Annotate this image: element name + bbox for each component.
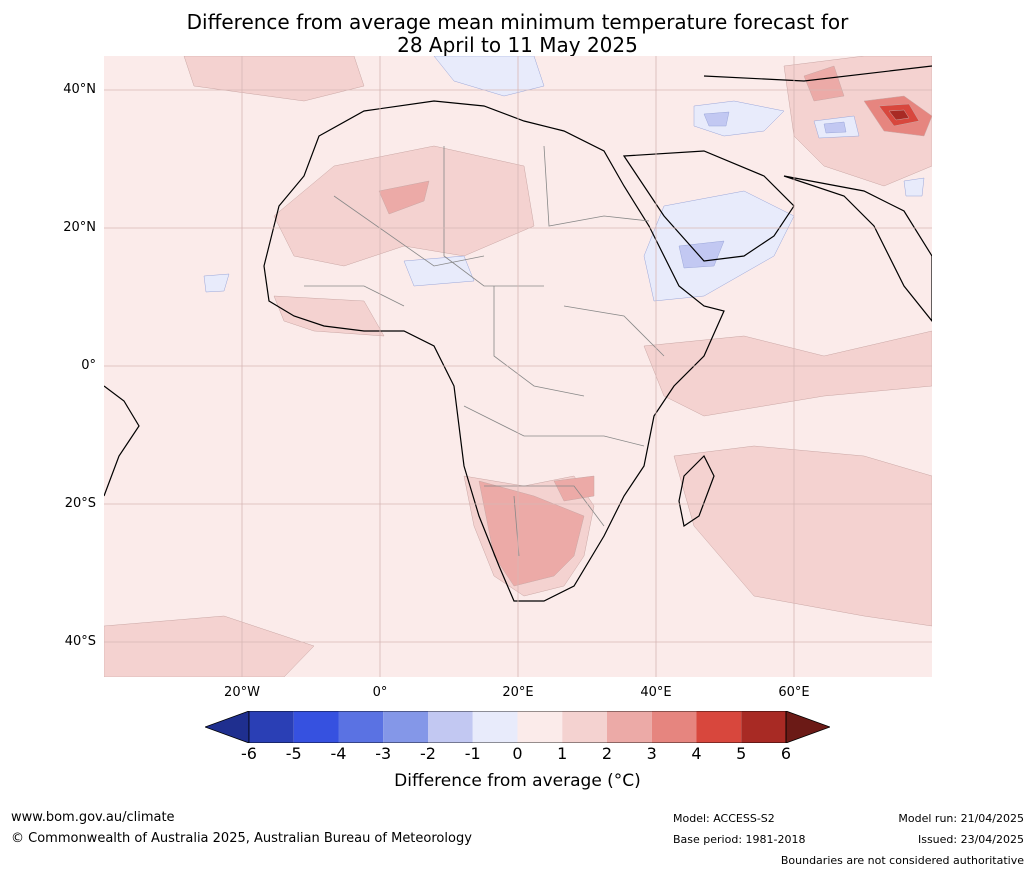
colorbar-tick-label: -1 <box>464 744 481 763</box>
lon-label-40e: 40°E <box>640 685 672 700</box>
colorbar-tick-label: -2 <box>420 744 436 763</box>
footer-boundaries: Boundaries are not considered authoritat… <box>780 854 1024 867</box>
lat-label-40n: 40°N <box>63 82 96 97</box>
colorbar-frame <box>248 711 787 743</box>
footer-base-period: Base period: 1981-2018 <box>673 833 806 846</box>
colorbar-arrow-high <box>785 711 830 743</box>
colorbar-tick-label: 6 <box>780 744 792 763</box>
colorbar-segment <box>338 711 384 743</box>
coastlines <box>104 65 932 602</box>
footer-model: Model: ACCESS-S2 <box>673 812 775 825</box>
lat-label-20s: 20°S <box>64 496 96 511</box>
colorbar-label: Difference from average (°C) <box>394 771 641 791</box>
colorbar-arrow-low <box>205 711 250 743</box>
map-title-line1: Difference from average mean minimum tem… <box>186 10 849 34</box>
colorbar-tick-label: 0 <box>512 744 523 763</box>
colorbar-tick-label: -6 <box>241 744 257 763</box>
lon-label-20w: 20°W <box>224 685 260 700</box>
colorbar-tick-label: 4 <box>691 744 702 763</box>
lon-label-0: 0° <box>372 685 388 700</box>
colorbar-tick-label: 2 <box>601 744 613 763</box>
lat-label-40s: 40°S <box>64 634 96 649</box>
footer-issued: Issued: 23/04/2025 <box>917 833 1024 846</box>
colorbar-segment <box>741 711 786 743</box>
colorbar-segment <box>607 711 652 743</box>
colorbar-segment <box>517 711 563 743</box>
anomaly-regions <box>104 56 932 677</box>
below-average-regions <box>203 56 925 302</box>
lon-label-20e: 20°E <box>502 685 534 700</box>
footer-model-run: Model run: 21/04/2025 <box>898 812 1024 825</box>
colorbar-segment <box>293 711 339 743</box>
lon-label-60e: 60°E <box>778 685 810 700</box>
footer-copyright: © Commonwealth of Australia 2025, Austra… <box>11 831 472 846</box>
colorbar-tick-label: 1 <box>557 744 568 763</box>
colorbar-tick-label: -4 <box>330 744 347 763</box>
colorbar-segment <box>696 711 742 743</box>
lat-label-20n: 20°N <box>63 220 96 235</box>
colorbar-tick-label: -3 <box>375 744 392 763</box>
colorbar-segment <box>651 711 697 743</box>
colorbar-segment <box>428 711 473 743</box>
country-borders <box>304 145 665 557</box>
colorbar-segment <box>562 711 607 743</box>
colorbar-tick-label: 3 <box>646 744 657 763</box>
colorbar-segment <box>383 711 428 743</box>
colorbar-tick-label: 5 <box>736 744 747 763</box>
colorbar-segment <box>249 711 294 743</box>
colorbar <box>205 711 830 743</box>
forecast-map <box>104 56 932 677</box>
colorbar-tick-label: -5 <box>285 744 302 763</box>
colorbar-segment <box>472 711 518 743</box>
map-title-line2: 28 April to 11 May 2025 <box>397 33 638 57</box>
lat-label-0: 0° <box>81 358 96 373</box>
graticule <box>104 56 932 677</box>
footer-url: www.bom.gov.au/climate <box>11 810 175 825</box>
